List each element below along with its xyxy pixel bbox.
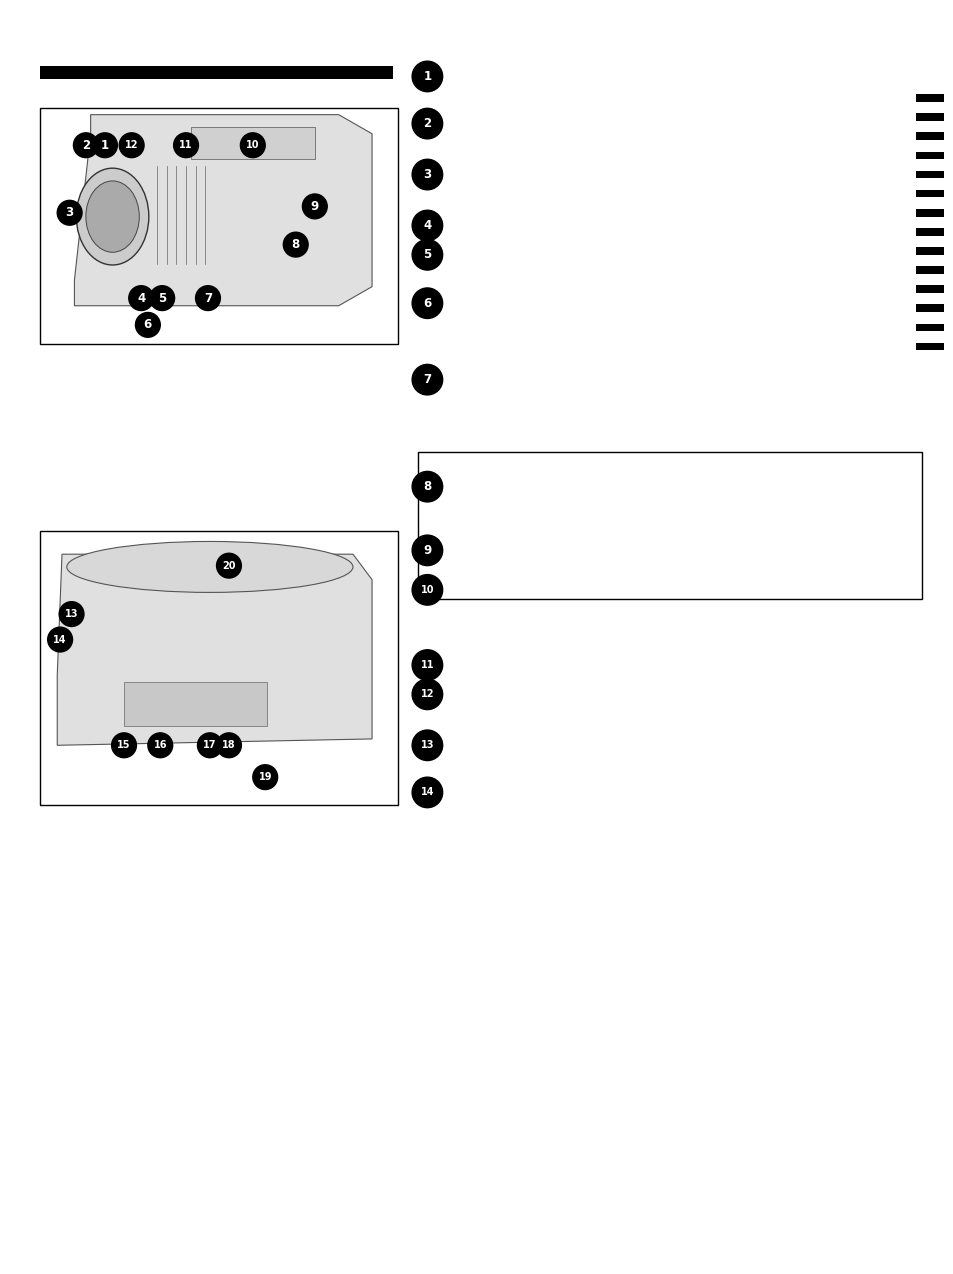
Text: 6: 6 [144,318,152,331]
Text: 3: 3 [423,168,431,181]
Ellipse shape [216,553,241,578]
Text: 17: 17 [203,740,216,750]
Text: 13: 13 [65,609,78,619]
Ellipse shape [412,61,442,92]
Polygon shape [74,115,372,306]
Bar [915,247,943,255]
Ellipse shape [150,285,174,311]
Ellipse shape [195,285,220,311]
Ellipse shape [119,132,144,158]
Text: 19: 19 [258,772,272,782]
Ellipse shape [112,733,136,758]
Bar [915,324,943,331]
Bar [40,66,393,79]
Bar [915,190,943,197]
Ellipse shape [412,730,442,761]
Text: 13: 13 [420,740,434,750]
Text: 14: 14 [53,634,67,645]
Text: 8: 8 [423,480,431,493]
Ellipse shape [283,232,308,257]
Ellipse shape [412,108,442,139]
Text: 11: 11 [420,660,434,670]
Ellipse shape [173,132,198,158]
Text: 10: 10 [420,585,434,595]
Bar [191,127,314,159]
Ellipse shape [57,200,82,225]
Ellipse shape [216,733,241,758]
Ellipse shape [412,364,442,395]
Text: 15: 15 [117,740,131,750]
Ellipse shape [67,541,353,592]
Ellipse shape [197,733,222,758]
Text: 3: 3 [66,206,73,219]
Text: 2: 2 [423,117,431,130]
Text: 2: 2 [82,139,90,152]
Ellipse shape [253,764,277,790]
Ellipse shape [412,535,442,566]
Bar [915,113,943,121]
Ellipse shape [48,627,72,652]
Bar [915,171,943,178]
Text: 10: 10 [246,140,259,150]
Ellipse shape [412,210,442,241]
Bar [915,209,943,217]
Text: 11: 11 [179,140,193,150]
Text: 6: 6 [423,297,431,310]
Text: 4: 4 [423,219,431,232]
Ellipse shape [73,132,98,158]
Text: 7: 7 [204,292,212,304]
Text: 18: 18 [222,740,235,750]
Text: 1: 1 [423,70,431,83]
Text: 5: 5 [158,292,166,304]
Text: 9: 9 [311,200,318,213]
Text: 8: 8 [292,238,299,251]
Ellipse shape [412,288,442,318]
Text: 12: 12 [420,689,434,699]
Text: 1: 1 [101,139,109,152]
Text: 20: 20 [222,561,235,571]
Bar [915,132,943,140]
Ellipse shape [412,471,442,502]
Circle shape [76,168,149,265]
Ellipse shape [92,132,117,158]
Ellipse shape [412,777,442,808]
Bar [915,304,943,312]
Text: 4: 4 [137,292,145,304]
Ellipse shape [412,159,442,190]
Ellipse shape [302,194,327,219]
Ellipse shape [59,601,84,627]
Bar [915,285,943,293]
Ellipse shape [135,312,160,338]
Circle shape [86,181,139,252]
Ellipse shape [148,733,172,758]
Ellipse shape [412,650,442,680]
Text: 5: 5 [423,248,431,261]
Bar [40,531,397,805]
Text: 14: 14 [420,787,434,798]
Bar [915,343,943,350]
Text: 9: 9 [423,544,431,557]
Polygon shape [57,554,372,745]
Text: 7: 7 [423,373,431,386]
Bar [915,94,943,102]
Bar [915,152,943,159]
Text: 12: 12 [125,140,138,150]
Ellipse shape [412,240,442,270]
Ellipse shape [129,285,153,311]
Ellipse shape [412,575,442,605]
Text: 16: 16 [153,740,167,750]
Ellipse shape [240,132,265,158]
Bar [417,452,921,599]
Bar [40,108,397,344]
Bar [124,682,267,726]
Bar [915,266,943,274]
Bar [915,228,943,236]
Ellipse shape [412,679,442,710]
